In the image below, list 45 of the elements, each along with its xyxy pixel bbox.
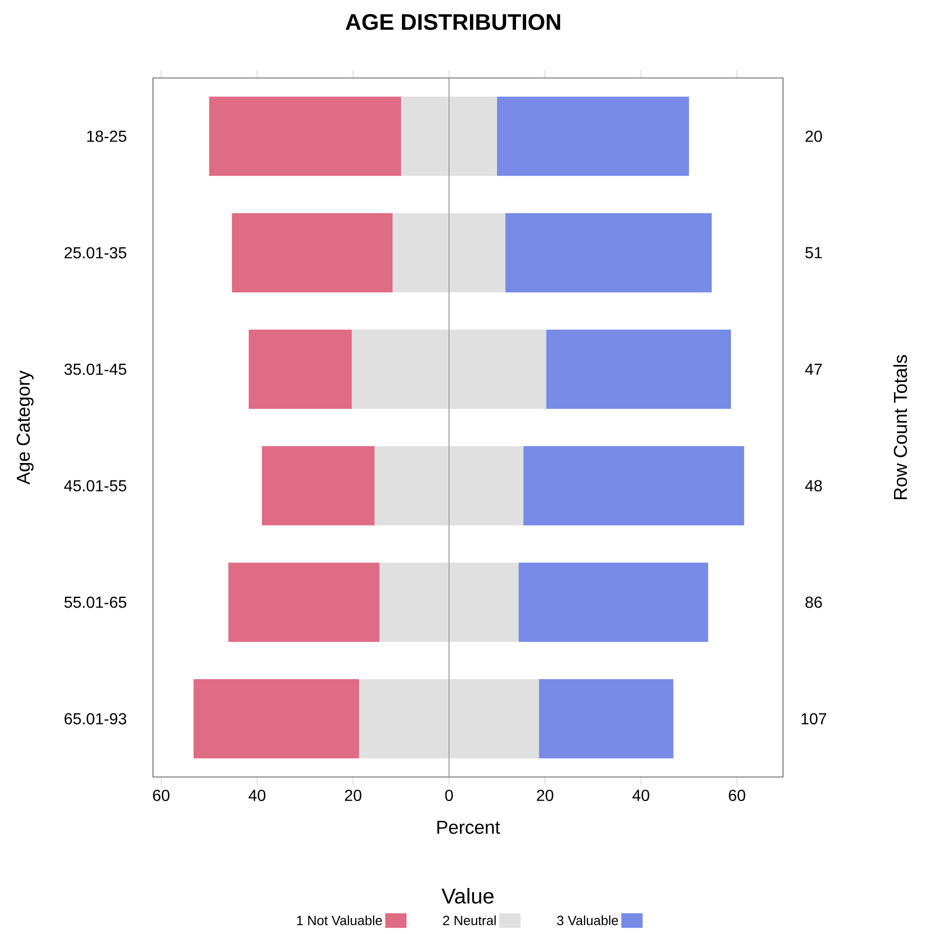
text: 107 xyxy=(802,713,826,724)
legend-title: Value xyxy=(442,888,494,904)
legend-label: 2 Neutral xyxy=(443,915,496,926)
bar xyxy=(359,679,540,758)
x-tick-label: 0 xyxy=(445,790,453,802)
bar xyxy=(523,446,744,526)
bar xyxy=(379,562,519,642)
y-tick-label: 18-25 xyxy=(87,130,126,142)
bar xyxy=(262,446,375,526)
x-tick-label: 20 xyxy=(536,790,554,802)
bar xyxy=(546,330,731,409)
x-tick-label: 20 xyxy=(344,790,362,802)
text: 47 xyxy=(805,364,822,375)
text: Row Count Totals xyxy=(893,355,908,500)
bar xyxy=(392,213,506,292)
bar xyxy=(248,330,352,409)
text: 20 xyxy=(806,130,822,142)
chart-title: AGE DISTRIBUTION xyxy=(346,14,560,30)
bar xyxy=(497,96,689,176)
legend-label: 3 Valuable xyxy=(557,915,618,926)
x-axis-title: Percent xyxy=(437,820,500,834)
bar xyxy=(401,96,498,176)
text: 51 xyxy=(805,247,822,258)
bar xyxy=(228,562,380,642)
y-tick-label: 35.01-45 xyxy=(64,364,126,375)
x-tick-label: 40 xyxy=(632,790,650,802)
y-tick-label: 25.01-35 xyxy=(64,247,126,258)
y-axis-title: Age Category xyxy=(16,370,34,485)
bar xyxy=(374,446,524,526)
legend-label: 1 Not Valuable xyxy=(297,915,382,926)
y-tick-label: 45.01-55 xyxy=(64,480,126,492)
x-tick-label: 60 xyxy=(153,790,170,802)
bar xyxy=(232,213,393,292)
bar xyxy=(518,562,708,642)
bar xyxy=(209,96,402,176)
bar xyxy=(352,330,546,409)
text: 86 xyxy=(805,596,822,608)
y-tick-label: 65.01-93 xyxy=(64,713,126,724)
bar xyxy=(505,213,712,292)
x-tick-label: 40 xyxy=(248,790,266,802)
x-tick-label: 60 xyxy=(728,790,746,802)
y-tick-label: 55.01-65 xyxy=(64,596,126,608)
text: 48 xyxy=(805,480,822,492)
bar xyxy=(539,679,674,758)
bar xyxy=(194,679,360,758)
